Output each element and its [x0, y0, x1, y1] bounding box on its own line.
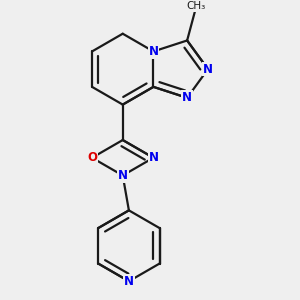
Text: N: N [148, 45, 158, 58]
Text: O: O [87, 151, 97, 164]
Text: N: N [148, 151, 158, 164]
Text: N: N [203, 63, 213, 76]
Text: N: N [124, 275, 134, 288]
Text: N: N [182, 91, 192, 104]
Text: CH₃: CH₃ [187, 1, 206, 11]
Text: N: N [118, 169, 128, 182]
